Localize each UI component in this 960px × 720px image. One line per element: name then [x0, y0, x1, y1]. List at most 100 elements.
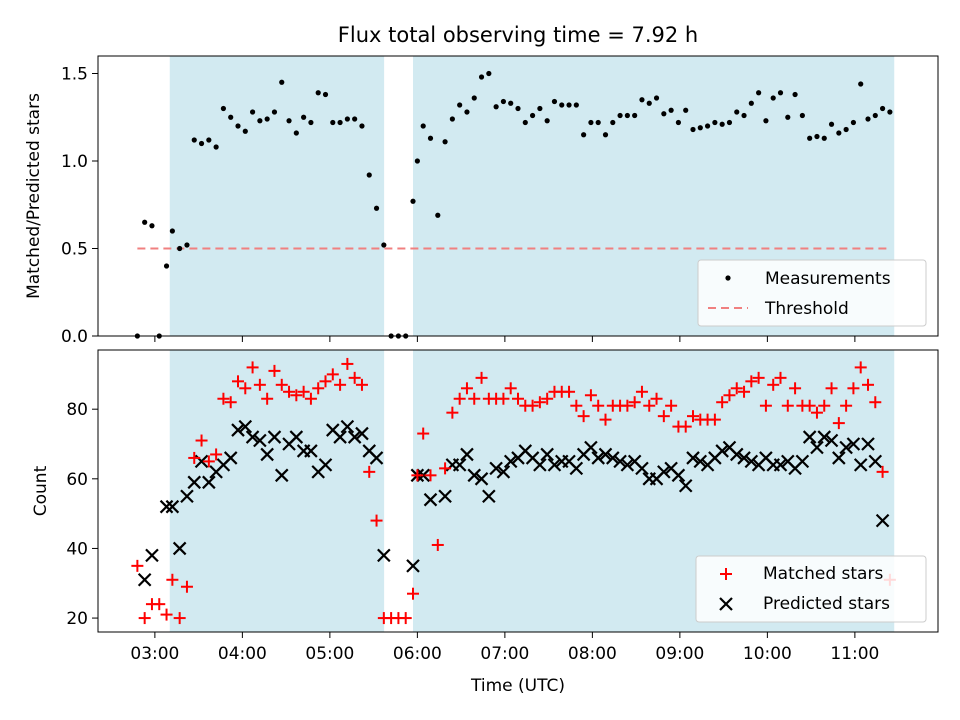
- measurement-point: [529, 112, 536, 119]
- matched-star-point: [446, 406, 459, 419]
- legend-predicted-marker: [719, 597, 733, 611]
- matched-star-point: [232, 375, 244, 388]
- measurement-point: [493, 104, 499, 110]
- predicted-star-point: [260, 447, 274, 462]
- matched-star-point: [840, 399, 853, 412]
- matched-star-point: [599, 413, 612, 426]
- predicted-star-point: [503, 454, 518, 469]
- measurement-point: [206, 137, 212, 143]
- predicted-star-point: [591, 451, 605, 465]
- measurement-point: [653, 95, 660, 101]
- predicted-star-point: [340, 419, 355, 434]
- predicted-star-point: [165, 499, 180, 514]
- measurement-point: [471, 95, 477, 101]
- predicted-star-point: [540, 447, 554, 462]
- measurement-point: [149, 223, 155, 229]
- measurement-point: [792, 91, 798, 98]
- chart-title: Flux total observing time = 7.92 h: [338, 23, 698, 47]
- measurement-point: [271, 109, 278, 115]
- measurement-point: [198, 140, 205, 147]
- top-axes-frame: [97, 55, 939, 337]
- x-tick-label: 03:00: [130, 644, 179, 664]
- x-tick-label: 11:00: [830, 644, 879, 664]
- y-tick-label: 0.5: [61, 240, 88, 260]
- measurement-point: [675, 119, 682, 126]
- measurement-point: [213, 144, 219, 150]
- measurement-point: [741, 112, 747, 119]
- measurement-point: [359, 123, 365, 129]
- measurement-point: [559, 102, 565, 108]
- y-tick-label: 0.0: [61, 327, 88, 347]
- matched-star-point: [131, 559, 144, 572]
- measurement-point: [344, 116, 350, 122]
- predicted-star-point: [678, 478, 693, 493]
- measurement-point: [639, 97, 645, 103]
- measurement-point: [632, 112, 638, 119]
- matched-star-point: [453, 392, 466, 405]
- measurement-point: [435, 212, 441, 218]
- measurement-point: [872, 112, 878, 119]
- matched-star-point: [275, 378, 288, 391]
- measurement-point: [500, 98, 507, 105]
- measurement-point: [661, 111, 667, 117]
- matched-star-point: [180, 580, 193, 593]
- shaded-span-1: [169, 56, 385, 336]
- predicted-star-point: [547, 458, 562, 472]
- matched-star-point: [847, 382, 860, 395]
- predicted-star-point: [145, 548, 159, 563]
- matched-star-point: [334, 378, 347, 391]
- predicted-star-point: [355, 426, 369, 441]
- x-tick-label: 08:00: [568, 644, 617, 664]
- measurement-point: [588, 119, 594, 126]
- matched-star-point: [650, 392, 663, 405]
- measurement-point: [478, 74, 485, 80]
- predicted-star-point: [223, 451, 238, 465]
- predicted-star-point: [533, 458, 547, 472]
- matched-star-point: [319, 375, 332, 388]
- matched-star-point: [312, 382, 325, 395]
- matched-star-point: [854, 361, 867, 374]
- top-legend-box: [697, 259, 927, 327]
- predicted-star-point: [187, 475, 202, 490]
- matched-star-point: [628, 396, 641, 409]
- measurement-point: [697, 125, 703, 131]
- measurement-point: [879, 105, 886, 112]
- x-tick-label: 05:00: [305, 644, 354, 664]
- measurement-point: [821, 135, 827, 141]
- predicted-star-point: [686, 451, 700, 465]
- measurement-point: [242, 128, 248, 134]
- predicted-star-point: [773, 458, 788, 472]
- matched-star-point: [708, 413, 721, 426]
- measurement-point: [257, 118, 263, 124]
- predicted-star-point: [406, 559, 420, 573]
- matched-star-point: [497, 392, 510, 405]
- matched-star-point: [832, 417, 845, 430]
- measurement-point: [427, 135, 434, 141]
- measurement-point: [322, 91, 329, 98]
- legend-matched-label: Matched stars: [763, 564, 883, 584]
- measurement-point: [220, 105, 227, 112]
- matched-star-point: [723, 389, 736, 402]
- predicted-star-point: [861, 437, 875, 451]
- bottom-y-ticks: 20 40 60 80: [66, 400, 98, 629]
- bottom-legend-box: [695, 555, 927, 623]
- matched-star-point: [752, 371, 765, 384]
- predicted-star-point: [369, 451, 384, 465]
- matched-star-point: [810, 406, 823, 419]
- matched-star-point: [239, 382, 252, 395]
- predicted-star-point: [715, 444, 729, 458]
- predicted-star-point: [347, 430, 362, 444]
- matched-star-point: [246, 361, 259, 374]
- matched-star-point: [188, 451, 201, 464]
- measurement-point: [836, 130, 842, 136]
- matched-star-point: [563, 385, 576, 398]
- measurement-point: [414, 158, 420, 164]
- measurement-point: [464, 109, 470, 115]
- measurement-point: [624, 112, 630, 119]
- predicted-star-point: [737, 451, 751, 465]
- measurement-point: [264, 116, 270, 122]
- measurement-point: [293, 130, 299, 136]
- matched-star-point: [789, 382, 802, 395]
- predicted-star-point: [423, 492, 438, 507]
